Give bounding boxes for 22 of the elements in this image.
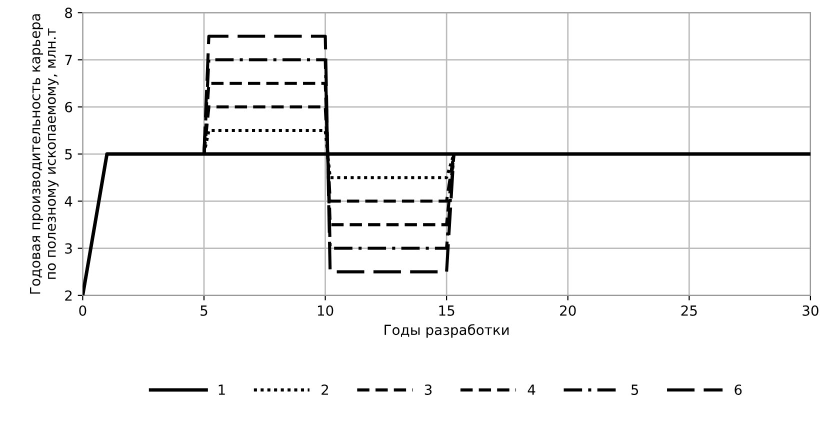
x-tick-label: 5 <box>200 306 208 316</box>
y-tick-label: 6 <box>65 102 72 112</box>
x-tick-label: 15 <box>439 306 454 316</box>
legend-label: 4 <box>528 384 536 395</box>
x-tick-label: 10 <box>318 305 334 316</box>
y-tick-label: 7 <box>65 54 72 66</box>
legend-label: 1 <box>218 384 225 395</box>
legend-label: 6 <box>734 384 742 395</box>
legend-label: 3 <box>424 384 432 395</box>
x-tick-label: 30 <box>802 305 818 316</box>
y-axis-title: Годовая производительность карьера по полезному ископаемому, млн.т <box>30 14 59 294</box>
legend-label: 5 <box>631 384 638 395</box>
x-tick-label: 0 <box>79 305 86 316</box>
x-axis-title: Годы разработки <box>384 324 509 338</box>
legend-label: 2 <box>322 384 328 395</box>
y-tick-label: 8 <box>65 8 72 18</box>
y-tick-label: 3 <box>65 243 72 254</box>
y-tick-label: 5 <box>65 149 72 160</box>
x-tick-label: 20 <box>560 305 576 316</box>
y-tick-label: 4 <box>64 196 72 206</box>
y-tick-label: 2 <box>65 290 72 301</box>
x-tick-label: 25 <box>681 305 697 316</box>
